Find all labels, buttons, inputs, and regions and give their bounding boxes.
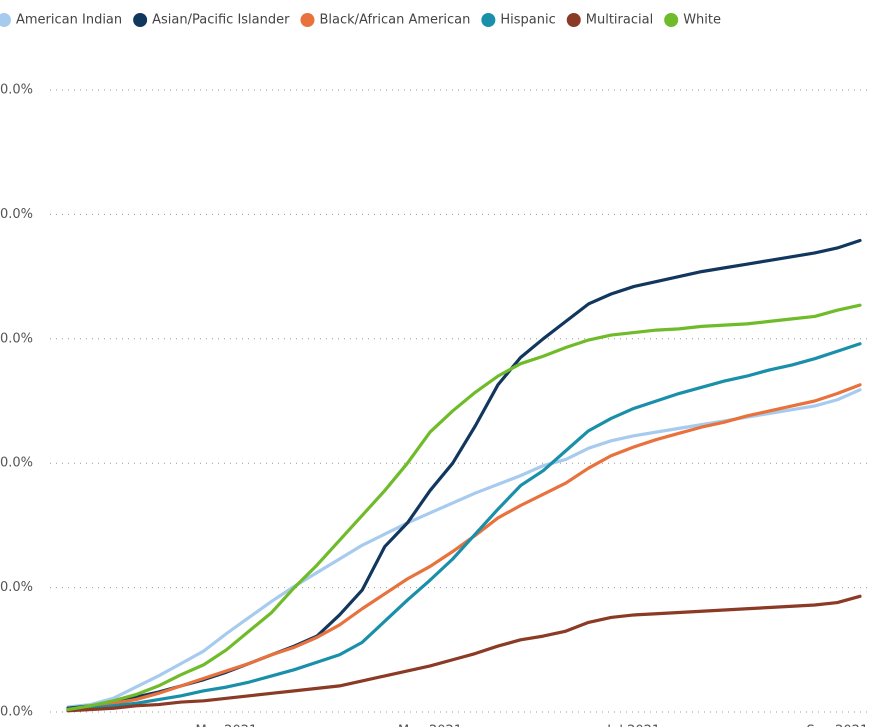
y-tick-label: 50.0% [0,83,33,98]
series-line [66,383,862,712]
x-tick-label: Mar 2021 [196,724,258,727]
legend: American Indian Asian/Pacific Islander Bla… [0,13,721,28]
x-tick-label: May 2021 [398,724,462,727]
legend-marker [566,13,581,27]
legend-marker [300,13,315,27]
y-tick-label: 0.0% [0,705,33,720]
legend-text: Multiracial [586,13,653,28]
legend-item: American Indian [0,13,122,28]
y-tick-label: 40.0% [0,207,33,222]
series-line [66,238,862,710]
legend-item: Hispanic [481,13,556,28]
plot-area [66,238,862,713]
legend-marker [133,13,148,27]
legend-marker [481,13,496,27]
legend-item: Black/African American [300,13,470,28]
legend-marker [0,13,11,27]
x-tick-label: Sep 2021 [807,724,869,727]
series-line [66,303,862,712]
legend-text: Black/African American [319,13,470,28]
series-line [66,594,862,713]
legend-marker [664,13,679,27]
legend-text: Asian/Pacific Islander [152,13,290,28]
y-tick-label: 20.0% [0,456,33,471]
legend-item: Multiracial [566,13,653,28]
legend-text: Hispanic [500,13,555,28]
legend-text: White [683,13,721,28]
legend-text: American Indian [16,13,122,28]
axes: 0.0% 10.0% 20.0% 30.0% 40.0% 50.0% Mar 2021 May… [0,83,868,727]
y-tick-label: 10.0% [0,580,33,595]
series-line [66,342,862,712]
legend-item: Asian/Pacific Islander [133,13,290,28]
y-tick-label: 30.0% [0,331,33,346]
x-tick-label: Jul 2021 [606,724,660,727]
legend-item: White [664,13,721,28]
grid [50,89,872,713]
